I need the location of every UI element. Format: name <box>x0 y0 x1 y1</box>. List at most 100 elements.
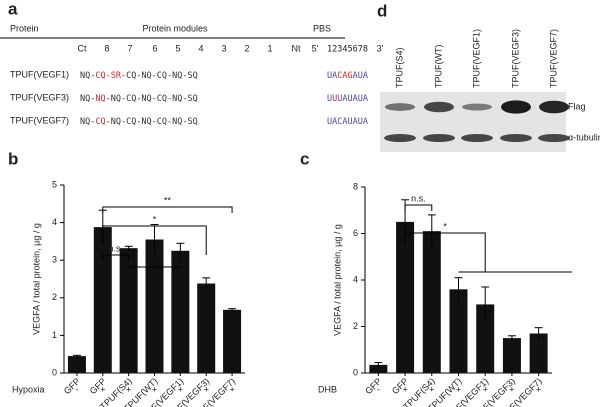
bar <box>223 309 242 373</box>
condition: + <box>178 384 183 394</box>
module-index: 2 <box>244 43 249 53</box>
module-index: 5 <box>175 43 180 53</box>
bar <box>171 250 190 373</box>
module-index: 8 <box>104 43 109 53</box>
module-segment: -NQ-CQ-NQ-CQ-NQ-SQ <box>106 117 198 127</box>
lane-label: TPUF(VEGF7) <box>548 29 558 88</box>
y-tick-label: 5 <box>52 179 57 189</box>
significance: n.s. <box>108 243 123 253</box>
condition: + <box>456 384 461 394</box>
pbs-segment: UAUAUA <box>337 94 368 104</box>
bar <box>396 221 415 373</box>
significance: * <box>443 221 447 231</box>
band-label: α-tubulin <box>568 132 600 142</box>
module-index: 4 <box>198 43 203 53</box>
module-index: 6 <box>152 43 157 53</box>
condition: + <box>126 384 131 394</box>
module-index: Nt <box>292 43 301 53</box>
module-sequence: NQ-CQ-NQ-CQ-NQ-CQ-NQ-SQ <box>80 117 198 127</box>
y-tick-label: 3 <box>52 255 57 265</box>
condition: + <box>483 384 488 394</box>
lane-label: TPUF(S4) <box>394 47 404 88</box>
module-sequence: NQ-CQ-SR-CQ-NQ-CQ-NQ-SQ <box>80 71 198 81</box>
module-segment: NQ <box>95 94 105 104</box>
module-segment: NQ- <box>80 94 95 104</box>
y-tick-label: 4 <box>353 274 358 284</box>
pbs-segment: UA <box>327 71 337 81</box>
bar <box>145 239 164 373</box>
band <box>538 134 570 142</box>
condition: + <box>402 384 407 394</box>
condition: + <box>229 384 234 394</box>
condition: - <box>75 384 78 394</box>
pbs-sequence: UACAGAUA <box>327 71 368 81</box>
protein-name: TPUF(VEGF7) <box>10 115 69 125</box>
significance: * <box>153 214 157 224</box>
y-tick-label: 6 <box>353 228 358 238</box>
bar <box>67 356 86 373</box>
y-tick-label: 8 <box>353 181 358 191</box>
condition: + <box>536 384 541 394</box>
panel-label: b <box>8 149 18 168</box>
condition-label: DHB <box>318 384 337 394</box>
pbs-segment: U <box>327 94 332 104</box>
pbs-segment: UACAUAUA <box>327 117 368 127</box>
column-header: Protein <box>10 23 39 33</box>
bracket <box>102 254 130 261</box>
significance: n.s. <box>411 193 426 203</box>
pbs-segment: AUA <box>353 71 368 81</box>
bar <box>197 283 216 373</box>
condition: + <box>204 384 209 394</box>
band <box>423 134 455 142</box>
bar <box>369 364 388 373</box>
bar <box>529 333 548 373</box>
lane-label: TPUF(VEGF3) <box>510 29 520 88</box>
lane-label: TPUF(VEGF1) <box>471 29 481 88</box>
band <box>384 134 416 142</box>
lane-label: TPUF(WT) <box>433 45 443 88</box>
condition: + <box>100 384 105 394</box>
x-tick-label: GFP <box>363 376 383 396</box>
protein-name: TPUF(VEGF3) <box>10 92 69 102</box>
module-sequence: NQ-NQ-NQ-CQ-NQ-CQ-NQ-SQ <box>80 94 198 104</box>
band <box>461 134 493 142</box>
pbs-index: 5' <box>312 43 319 53</box>
module-segment: CQ <box>95 117 105 127</box>
bracket <box>102 206 233 213</box>
bar <box>93 227 112 373</box>
pbs-sequence: UACAUAUA <box>327 117 368 127</box>
condition: + <box>509 384 514 394</box>
y-tick-label: 2 <box>52 292 57 302</box>
significance: ** <box>164 195 172 205</box>
band <box>385 103 415 111</box>
module-segment: NQ- <box>80 71 95 81</box>
y-axis-label: VEGFA / total protein, µg / g <box>332 224 342 336</box>
bar <box>449 289 468 373</box>
y-tick-label: 2 <box>353 321 358 331</box>
bracket <box>404 204 433 211</box>
bar <box>476 304 495 373</box>
blot-bg <box>380 92 566 152</box>
y-tick-label: 1 <box>52 330 57 340</box>
bar <box>119 248 138 373</box>
pbs-index: 3' <box>377 43 384 53</box>
band-label: Flag <box>568 101 586 111</box>
condition: + <box>152 384 157 394</box>
band <box>424 101 454 113</box>
condition-label: Hypoxia <box>12 384 45 394</box>
module-index: 3 <box>221 43 226 53</box>
y-tick-label: 4 <box>52 217 57 227</box>
x-tick-label: GFP <box>62 376 82 396</box>
column-header: Protein modules <box>142 23 208 33</box>
bracket <box>404 232 486 272</box>
y-axis-label: VEGFA / total protein, µg / g <box>31 223 41 335</box>
pbs-segment: CAG <box>337 71 352 81</box>
module-index: 7 <box>127 43 132 53</box>
column-header: PBS <box>313 23 331 33</box>
condition: - <box>377 384 380 394</box>
panel-label: d <box>377 1 387 20</box>
pbs-sequence: UUUAUAUA <box>327 94 368 104</box>
module-segment: CQ-SR <box>95 71 121 81</box>
module-index: Ct <box>78 43 87 53</box>
module-segment: -NQ-CQ-NQ-CQ-NQ-SQ <box>106 94 198 104</box>
